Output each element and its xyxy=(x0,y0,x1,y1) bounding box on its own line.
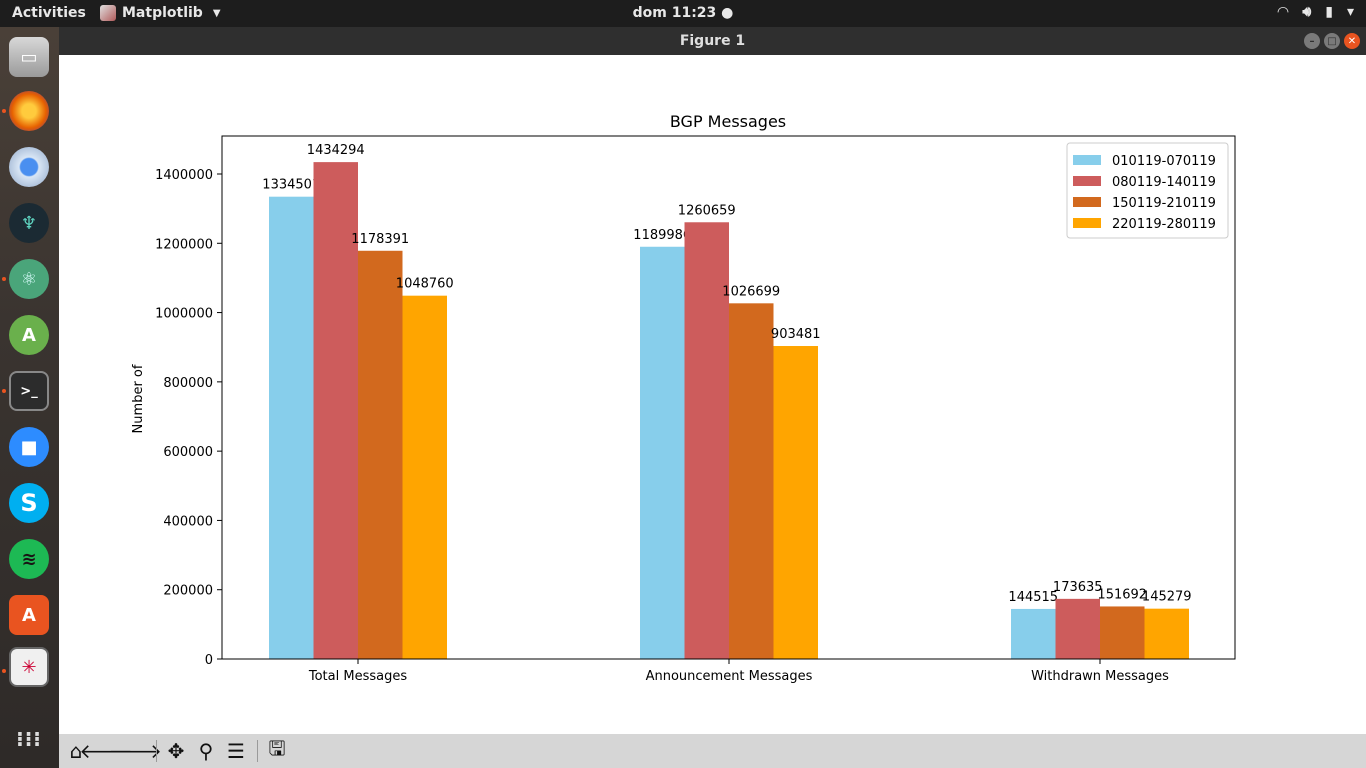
y-tick-label: 1200000 xyxy=(155,237,213,252)
bar xyxy=(358,250,403,660)
bar-data-label: 173635 xyxy=(1053,580,1103,595)
bar-data-label: 1334501 xyxy=(262,178,320,193)
bar xyxy=(1011,608,1056,659)
legend-swatch xyxy=(1073,155,1101,165)
bar-data-label: 1434294 xyxy=(307,143,365,158)
y-axis-label: Number of xyxy=(131,364,146,433)
close-button[interactable]: ✕ xyxy=(1344,33,1360,49)
bar-data-label: 145279 xyxy=(1142,590,1192,605)
configure-subplots-icon[interactable]: ☰ xyxy=(227,739,245,763)
spotify-icon[interactable]: ≋ xyxy=(9,539,49,579)
gitkraken-icon[interactable]: ♆ xyxy=(9,203,49,243)
bar-data-label: 903481 xyxy=(771,327,821,342)
y-axis: 0 200000 400000 600000 800000 1000000 1200000 1… xyxy=(155,168,222,668)
battery-icon: ▮ xyxy=(1325,4,1333,20)
bars: 1334501 1434294 1178391 1048760 1189986 12606… xyxy=(262,143,1192,660)
legend-label: 150119-210119 xyxy=(1112,196,1216,211)
pan-icon[interactable]: ✥ xyxy=(167,739,185,763)
android-studio-icon[interactable]: A xyxy=(9,315,49,355)
system-tray[interactable]: ◠ 🔊︎ ▮ ▾ xyxy=(1278,4,1354,20)
running-indicator xyxy=(2,109,6,113)
files-icon[interactable]: ▭ xyxy=(9,37,49,77)
chart-title: BGP Messages xyxy=(670,112,786,131)
bar-data-label: 151692 xyxy=(1097,587,1147,602)
wifi-icon: ◠ xyxy=(1277,4,1289,20)
chromium-icon[interactable] xyxy=(9,147,49,187)
clock-label: dom 11:23 xyxy=(632,5,717,21)
legend-swatch xyxy=(1073,218,1101,228)
bar-data-label: 1189986 xyxy=(633,228,691,243)
skype-icon[interactable]: S xyxy=(9,483,49,523)
legend-label: 220119-280119 xyxy=(1112,217,1216,232)
toolbar-separator xyxy=(257,740,258,762)
x-tick-label: Announcement Messages xyxy=(646,669,813,684)
legend: 010119-070119 080119-140119 150119-210119 2… xyxy=(1066,142,1229,239)
app-menu[interactable]: Matplotlib ▼ xyxy=(100,5,221,21)
x-axis: Total Messages Announcement Messages Withd… xyxy=(308,659,1169,684)
running-indicator xyxy=(2,389,6,393)
matplotlib-icon[interactable]: ✳ xyxy=(9,647,49,687)
home-icon[interactable]: ⌂ xyxy=(69,739,83,763)
top-bar: Activities Matplotlib ▼ dom 11:23 ● ◠ 🔊︎… xyxy=(0,0,1366,27)
figure-canvas[interactable]: BGP Messages Number of 0 200000 400000 6000… xyxy=(59,55,1366,734)
bar xyxy=(1144,608,1189,659)
bar xyxy=(773,346,818,659)
y-tick-label: 1000000 xyxy=(155,307,213,322)
window-titlebar[interactable]: Figure 1 – □ ✕ xyxy=(59,27,1366,55)
bar-data-label: 1026699 xyxy=(722,284,780,299)
running-indicator xyxy=(2,277,6,281)
bar-data-label: 144515 xyxy=(1008,590,1058,605)
minimize-button[interactable]: – xyxy=(1304,33,1320,49)
bar xyxy=(640,246,685,659)
y-tick-label: 0 xyxy=(205,653,213,668)
running-indicator xyxy=(2,669,6,673)
matplotlib-icon xyxy=(100,5,116,21)
y-tick-label: 1400000 xyxy=(155,168,213,183)
bar xyxy=(269,196,314,659)
app-grid-icon[interactable]: ⁝⁝⁝ xyxy=(16,727,42,751)
volume-icon: 🔊︎ xyxy=(1302,4,1312,20)
bar-data-label: 1178391 xyxy=(351,232,409,247)
forward-icon[interactable]: 🡒 xyxy=(108,739,162,763)
legend-label: 080119-140119 xyxy=(1112,175,1216,190)
app-menu-label: Matplotlib xyxy=(122,5,203,21)
y-tick-label: 400000 xyxy=(163,514,213,529)
zoom-icon[interactable]: ■ xyxy=(9,427,49,467)
legend-swatch xyxy=(1073,197,1101,207)
chevron-down-icon: ▾ xyxy=(1346,4,1354,20)
figure-window: Figure 1 – □ ✕ BGP Messages Number of 0 2… xyxy=(59,27,1366,768)
x-tick-label: Total Messages xyxy=(308,669,407,684)
firefox-icon[interactable] xyxy=(9,91,49,131)
legend-box xyxy=(1066,142,1229,239)
atom-icon[interactable]: ⚛ xyxy=(9,259,49,299)
terminal-icon[interactable]: >_ xyxy=(9,371,49,411)
plot-frame xyxy=(221,135,1236,660)
clock[interactable]: dom 11:23 ● xyxy=(632,5,734,21)
bar xyxy=(729,303,774,659)
bar xyxy=(402,295,447,659)
y-tick-label: 800000 xyxy=(163,376,213,391)
bar xyxy=(1100,606,1145,659)
bar xyxy=(684,222,729,659)
bar-data-label: 1260659 xyxy=(678,203,736,218)
software-center-icon[interactable]: A xyxy=(9,595,49,635)
x-tick-label: Withdrawn Messages xyxy=(1031,669,1169,684)
maximize-button[interactable]: □ xyxy=(1324,33,1340,49)
activities-button[interactable]: Activities xyxy=(12,5,86,21)
bar-chart: BGP Messages Number of 0 200000 400000 6000… xyxy=(131,112,1236,684)
zoom-icon[interactable]: ⚲ xyxy=(198,739,214,763)
navigation-toolbar: ⌂ 🡐 🡒 ✥ ⚲ ☰ 🖫 xyxy=(59,734,1366,768)
legend-label: 010119-070119 xyxy=(1112,154,1216,169)
toolbar-separator xyxy=(156,740,157,762)
legend-swatch xyxy=(1073,176,1101,186)
window-title: Figure 1 xyxy=(679,33,746,49)
y-tick-label: 600000 xyxy=(163,445,213,460)
dock: ▭ ♆ ⚛ A >_ ■ S ≋ A ✳ ⁝⁝⁝ xyxy=(0,27,59,768)
save-icon[interactable]: 🖫 xyxy=(268,736,286,760)
caret-down-icon: ▼ xyxy=(212,7,221,19)
y-tick-label: 200000 xyxy=(163,584,213,599)
bar xyxy=(1055,598,1100,659)
bar xyxy=(313,162,358,659)
bar-data-label: 1048760 xyxy=(396,277,454,292)
